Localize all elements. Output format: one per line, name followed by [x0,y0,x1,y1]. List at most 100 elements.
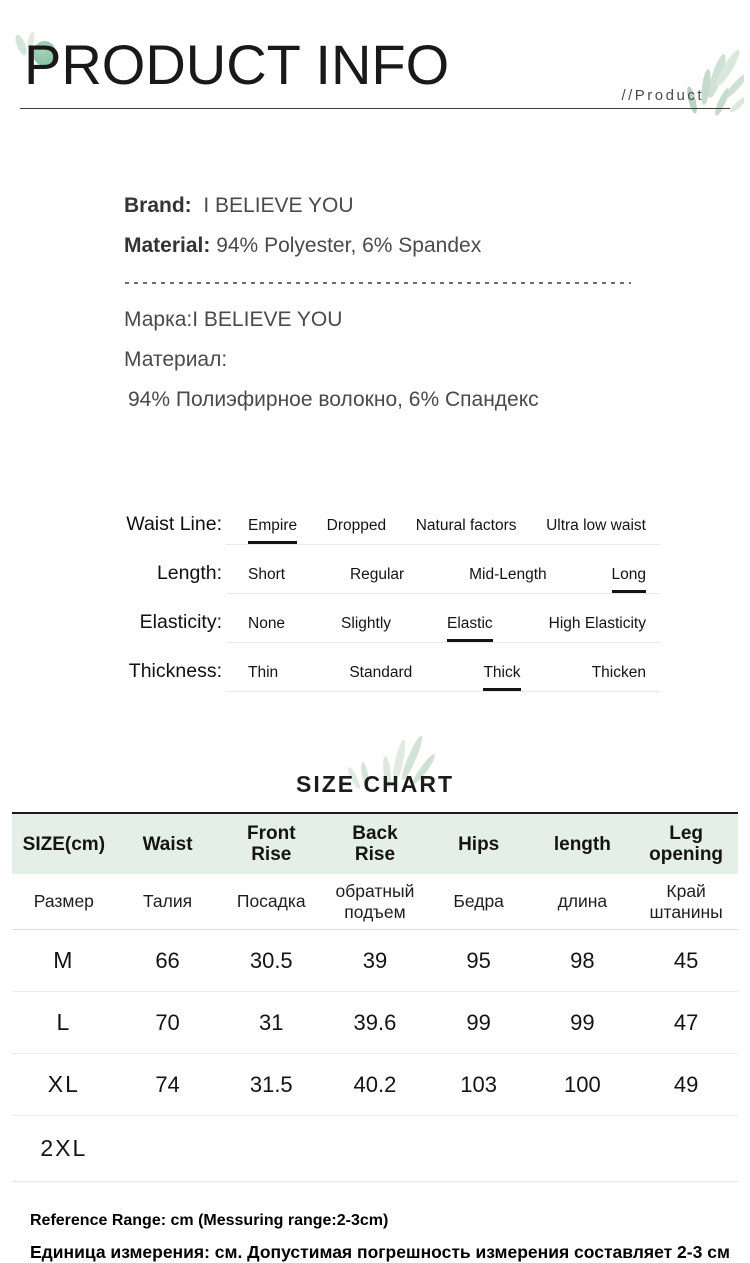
size-table-cell [115,1115,220,1183]
attribute-option: Thin [248,664,279,682]
size-column-header-en: Waist [115,813,220,875]
size-table-cell: 39.6 [323,991,427,1055]
size-column-header-ru: Край штанины [634,874,738,931]
size-table-cell: 40.2 [323,1053,427,1117]
green-dot-decoration [33,41,56,66]
size-column-header-en: Back Rise [323,813,427,875]
attribute-row: Elasticity: None Slightly Elastic High Elast… [60,611,750,644]
attribute-label: Length: [156,562,222,585]
size-column-header-ru: Талия [115,874,220,931]
brand-value-en: I BELIEVE YOU [203,194,354,217]
attribute-option: Standard [349,664,413,682]
size-column-header-ru: Размер [12,874,116,931]
size-table-cell [426,1115,531,1183]
size-row-label: L [12,991,116,1055]
size-table-cell [530,1115,635,1183]
size-table-cell: 39 [323,929,427,993]
attribute-label: Waist Line: [126,513,222,536]
attribute-option: Mid-Length [469,566,547,584]
material-value-en: 94% Polyester, 6% Spandex [216,234,482,258]
size-table-cell [219,1115,324,1183]
attribute-row: Waist Line: Empire Dropped Natural factors U… [60,513,750,546]
size-column-header-en: length [530,813,635,875]
brand-line-ru: Марка:I BELIEVE YOU [124,306,750,333]
size-table-row: L 70 31 39.6 99 99 47 [12,991,738,1055]
attribute-options: Empire Dropped Natural factors Ultra low wa… [226,517,660,546]
size-column-header-en: SIZE(cm) [12,813,116,875]
size-table-cell: 31 [219,991,324,1055]
brand-line-en: Brand: I BELIEVE YOU [124,192,750,219]
brand-label-ru: Марка: [124,307,193,331]
leaf-decoration-top-left [15,32,35,56]
size-table-body: M 66 30.5 39 95 98 45 L 70 31 39.6 99 99 47 XL 74 31.5 40… [12,929,738,1183]
attribute-row: Thickness: Thin Standard Thick Thicken [60,660,750,693]
material-label-ru: Материал: [124,347,228,371]
size-table-cell: 99 [426,991,531,1055]
size-column-header-en: Front Rise [219,813,324,875]
attribute-option-selected: Long [611,566,646,594]
size-table-row: XL 74 31.5 40.2 103 100 49 [12,1053,738,1117]
size-chart-title: SIZE CHART [296,771,454,798]
attribute-option-selected: Thick [483,664,521,692]
material-label-en: Material: [124,234,211,258]
size-table-cell: 30.5 [219,929,324,993]
size-column-header-en: Hips [426,813,531,875]
size-table-row: M 66 30.5 39 95 98 45 [12,929,738,993]
size-row-label: M [12,929,116,993]
size-table-cell: 100 [530,1053,635,1117]
size-column-header-ru: обратный подъем [323,874,427,931]
attribute-option: Regular [349,566,405,584]
size-table-cell: 103 [426,1053,531,1117]
leaf-decoration-size-chart [348,736,435,790]
attributes-section: Waist Line: Empire Dropped Natural factors U… [60,513,750,693]
attribute-option: Short [248,566,286,584]
size-table-head: SIZE(cm) Waist Front Rise Back Rise Hips leng… [12,813,738,931]
attribute-option: Thicken [591,664,646,682]
size-table-cell [323,1115,427,1183]
size-row-label: XL [12,1053,116,1117]
material-line-en: Material: 94% Polyester, 6% Spandex [124,232,750,259]
attribute-option: Slightly [341,615,392,633]
attribute-option-selected: Empire [248,517,298,545]
reference-range-ru: Единица измерения: см. Допустимая погреш… [30,1242,730,1263]
size-table-cell: 74 [115,1053,220,1117]
attribute-label: Elasticity: [139,611,222,634]
size-table-cell: 31.5 [219,1053,324,1117]
dashed-divider [125,281,631,284]
size-table-cell: 45 [634,929,738,993]
attribute-row: Length: Short Regular Mid-Length Long [60,562,750,595]
size-table-cell [634,1115,738,1183]
size-column-header-en: Leg opening [634,813,738,875]
size-chart-header: SIZE CHART [0,728,750,800]
header-subtitle: //Product [621,87,704,104]
attribute-option: None [248,615,286,633]
size-column-header-ru: Бедра [426,874,531,931]
size-table-cell: 49 [634,1053,738,1117]
size-table-cell: 98 [530,929,635,993]
size-table-cell: 99 [530,991,635,1055]
size-table-cell: 70 [115,991,220,1055]
brand-value-ru: I BELIEVE YOU [192,307,343,331]
size-row-label: 2XL [12,1115,116,1183]
size-table-row: 2XL [12,1115,738,1183]
reference-range-en: Reference Range: cm (Messuring range:2-3… [30,1212,389,1230]
page-header: PRODUCT INFO //Product [0,0,750,120]
page-title: PRODUCT INFO [24,33,450,96]
attribute-label: Thickness: [128,660,222,683]
attribute-option: Natural factors [415,517,517,535]
attribute-options: Thin Standard Thick Thicken [226,664,660,693]
attribute-options: Short Regular Mid-Length Long [226,566,660,595]
attribute-options: None Slightly Elastic High Elasticity [226,615,660,644]
size-column-header-ru: длина [530,874,635,931]
product-info-section: Brand: I BELIEVE YOU Material: 94% Polye… [124,192,750,413]
size-table-cell: 66 [115,929,220,993]
attribute-option: Ultra low waist [546,517,646,535]
size-table-header-row: SIZE(cm) Waist Front Rise Back Rise Hips leng… [12,813,738,875]
title-underline [20,108,730,109]
brand-label-en: Brand: [124,194,192,217]
material-value-ru: 94% Полиэфирное волокно, 6% Спандекс [128,388,539,412]
attribute-option: High Elasticity [548,615,646,633]
leaf-decoration-header-right [687,49,744,116]
attribute-option-selected: Elastic [447,615,493,643]
size-table-cell: 95 [426,929,531,993]
